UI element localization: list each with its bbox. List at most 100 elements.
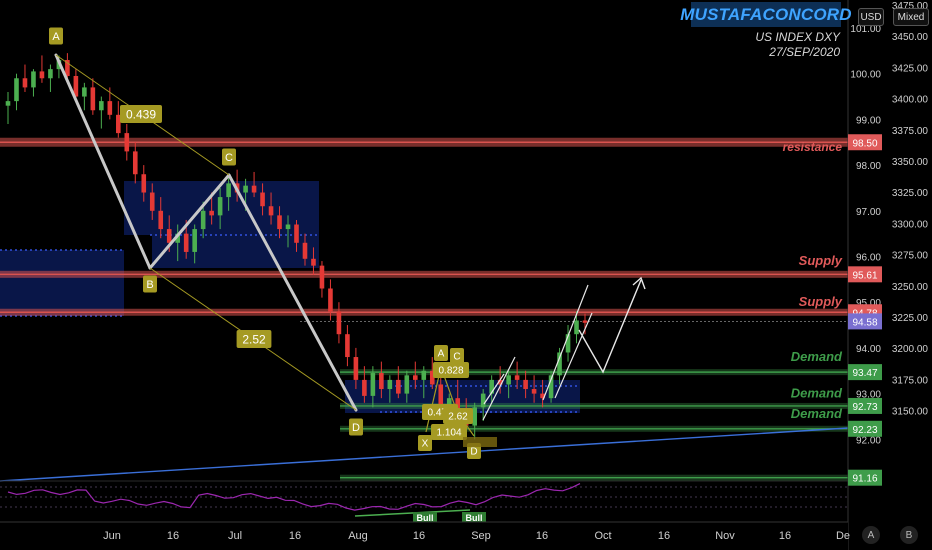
candle bbox=[124, 133, 130, 152]
candle bbox=[48, 69, 53, 79]
x-tick: Nov bbox=[715, 530, 735, 542]
pattern-point-a: A bbox=[52, 31, 60, 43]
small-pattern-a-box bbox=[434, 345, 448, 361]
candle bbox=[99, 101, 104, 111]
harmonic-leg bbox=[148, 173, 231, 270]
auto-scale-button[interactable]: A bbox=[862, 526, 880, 544]
x-tick: Jun bbox=[103, 530, 121, 542]
ratio-label-bd-box bbox=[236, 330, 272, 348]
small-pattern-a: A bbox=[438, 349, 445, 360]
candle bbox=[200, 210, 206, 230]
harmonic-leg bbox=[54, 53, 152, 270]
candle bbox=[523, 379, 528, 390]
candle bbox=[217, 197, 223, 216]
candle bbox=[319, 265, 325, 289]
y-tick-left: 98.00 bbox=[856, 161, 881, 172]
candle bbox=[336, 311, 342, 335]
candle bbox=[166, 229, 172, 243]
candle bbox=[31, 71, 36, 88]
candle bbox=[141, 174, 147, 193]
projection-line bbox=[482, 356, 516, 421]
y-tick-right: 3250.00 bbox=[892, 282, 929, 293]
y-tick-right: 3200.00 bbox=[892, 344, 929, 355]
candle bbox=[294, 224, 299, 243]
pattern-point-c-box bbox=[222, 148, 236, 166]
candle bbox=[396, 379, 401, 394]
candle bbox=[149, 192, 155, 211]
x-tick: 16 bbox=[779, 530, 791, 542]
candle bbox=[82, 87, 87, 97]
candle bbox=[379, 373, 384, 390]
y-tick-right: 3425.00 bbox=[892, 63, 929, 74]
candle bbox=[345, 334, 350, 358]
pattern-point-b-box bbox=[143, 275, 157, 293]
candle bbox=[183, 233, 189, 252]
candle bbox=[557, 352, 562, 376]
small-pattern-ratio-box bbox=[443, 408, 473, 424]
trendline bbox=[0, 427, 849, 482]
candle bbox=[302, 242, 308, 259]
price-badge-label-1: 95.61 bbox=[852, 270, 877, 281]
candle bbox=[582, 320, 588, 323]
rsi-bull-box-1 bbox=[462, 512, 486, 524]
x-tick: Sep bbox=[471, 530, 491, 542]
price-badge-label-4: 93.47 bbox=[852, 368, 877, 379]
rsi-bull-box-0 bbox=[413, 512, 437, 524]
small-target-box bbox=[463, 437, 497, 447]
scale-mode-button[interactable]: Mixed bbox=[893, 8, 929, 26]
price-badge-label-7: 91.16 bbox=[852, 474, 877, 485]
candle bbox=[90, 87, 96, 111]
y-tick-right: 3375.00 bbox=[892, 126, 929, 137]
pattern-point-d-box bbox=[349, 418, 363, 436]
log-scale-button[interactable]: B bbox=[900, 526, 918, 544]
y-tick-left: 92.00 bbox=[856, 435, 881, 446]
candle bbox=[531, 389, 537, 394]
candle bbox=[540, 393, 545, 399]
y-tick-right: 3275.00 bbox=[892, 251, 929, 262]
candle bbox=[429, 370, 435, 385]
candle bbox=[353, 357, 359, 380]
price-badge-5 bbox=[848, 397, 882, 414]
price-badge-0 bbox=[848, 134, 882, 151]
candle bbox=[209, 210, 214, 216]
projection-line bbox=[483, 373, 505, 405]
chart-subtitle-symbol: US INDEX DXY bbox=[755, 30, 840, 44]
projection-arrowhead bbox=[632, 276, 646, 290]
y-tick-right: 3175.00 bbox=[892, 375, 929, 386]
x-tick: 16 bbox=[167, 530, 179, 542]
price-badge-label-0: 98.50 bbox=[852, 138, 877, 149]
candle bbox=[412, 375, 418, 380]
rsi-line bbox=[7, 483, 581, 511]
y-tick-left: 96.00 bbox=[856, 253, 881, 264]
x-tick: 16 bbox=[413, 530, 425, 542]
y-tick-right: 3350.00 bbox=[892, 157, 929, 168]
candle bbox=[192, 229, 197, 252]
y-tick-right: 3300.00 bbox=[892, 219, 929, 230]
candle bbox=[14, 78, 19, 102]
price-badge-6 bbox=[848, 420, 882, 437]
y-tick-left: 99.00 bbox=[856, 115, 881, 126]
small-pattern-c-box bbox=[450, 348, 464, 364]
candle bbox=[285, 224, 291, 230]
price-badge-label-5: 92.73 bbox=[852, 402, 877, 413]
pattern-point-d: D bbox=[352, 422, 360, 434]
rsi-bull-label-0: Bull bbox=[417, 513, 434, 523]
y-tick-right: 3400.00 bbox=[892, 95, 929, 106]
x-tick: 16 bbox=[536, 530, 548, 542]
pattern-point-a-box bbox=[49, 27, 63, 45]
projection-path bbox=[578, 279, 642, 374]
candle bbox=[565, 334, 571, 353]
currency-button[interactable]: USD bbox=[858, 8, 884, 26]
zone-label-2: Supply bbox=[799, 294, 843, 309]
small-pattern-ratio: 0.478 bbox=[427, 408, 452, 419]
small-pattern-c: C bbox=[453, 352, 460, 363]
candle bbox=[421, 370, 427, 380]
candle bbox=[404, 375, 410, 394]
price-badge-7 bbox=[848, 469, 882, 486]
zone-label-1: Supply bbox=[799, 253, 843, 268]
candle bbox=[472, 407, 477, 426]
y-tick-left: 94.00 bbox=[856, 344, 881, 355]
brand-banner: MUSTAFACONCORD bbox=[680, 2, 852, 27]
y-tick-left: 93.00 bbox=[856, 390, 881, 401]
